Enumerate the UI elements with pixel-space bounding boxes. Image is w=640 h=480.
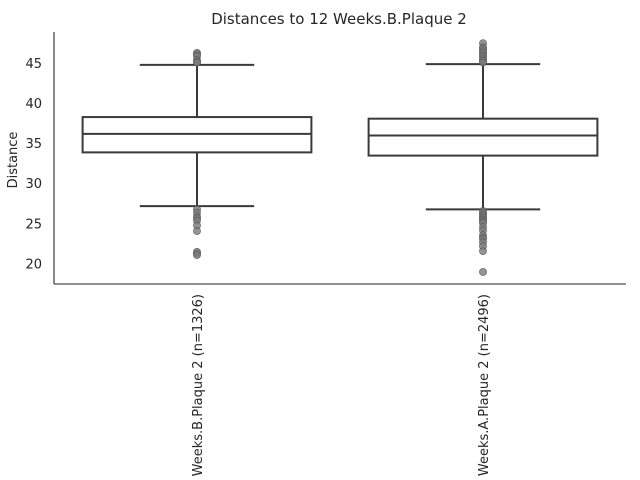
- y-tick-label: 30: [25, 177, 42, 192]
- y-tick-label: 45: [25, 57, 42, 72]
- outlier-point: [192, 58, 201, 67]
- y-tick-label: 40: [25, 97, 42, 112]
- outlier-point: [478, 58, 487, 67]
- y-tick-label: 25: [25, 217, 42, 232]
- y-tick-label: 35: [25, 137, 42, 152]
- y-tick-label: 20: [25, 257, 42, 272]
- chart-title: Distances to 12 Weeks.B.Plaque 2: [211, 10, 467, 28]
- y-axis-label: Distance: [6, 132, 21, 189]
- iqr-box: [367, 117, 599, 157]
- x-tick-label: Weeks.B.Plaque 2 (n=1326): [191, 294, 206, 476]
- box-group: [367, 39, 599, 276]
- x-tick-label: Weeks.A.Plaque 2 (n=2496): [477, 294, 492, 476]
- x-tick-labels: Weeks.B.Plaque 2 (n=1326) Weeks.A.Plaque …: [191, 294, 492, 476]
- outlier-point: [192, 251, 201, 260]
- outlier-point: [192, 227, 201, 236]
- outlier-point: [478, 247, 487, 256]
- plot-area: 20 25 30 35 40 45: [25, 32, 626, 285]
- box-group: [81, 48, 313, 260]
- outlier-point: [478, 267, 487, 276]
